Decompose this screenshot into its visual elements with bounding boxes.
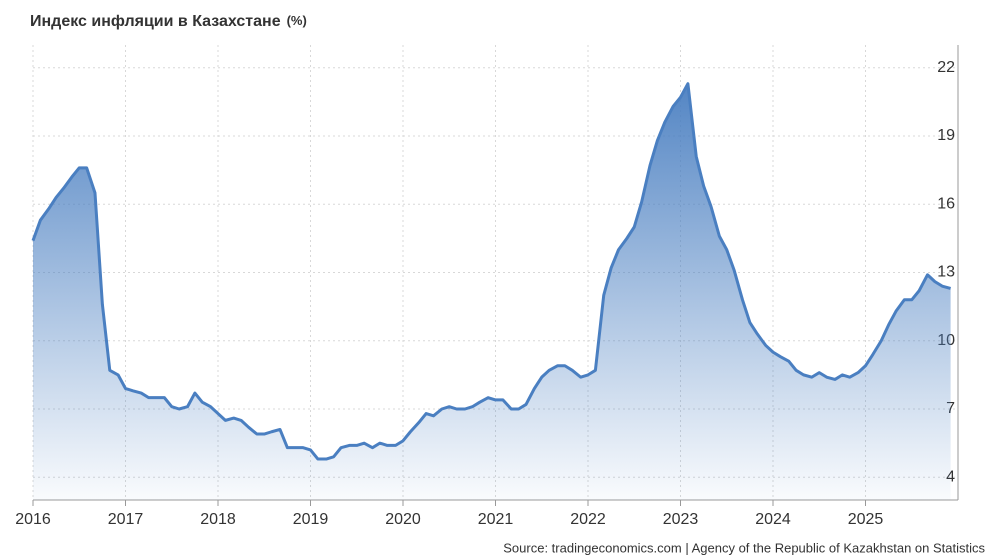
x-tick-label: 2018	[200, 511, 236, 528]
x-tick-label: 2021	[478, 511, 514, 528]
unit: (%)	[287, 13, 307, 28]
y-tick-label: 19	[937, 127, 955, 144]
y-tick-label: 16	[937, 195, 955, 212]
x-tick-label: 2020	[385, 511, 421, 528]
x-tick-label: 2019	[293, 511, 329, 528]
x-tick-label: 2022	[570, 511, 606, 528]
line	[31, 82, 951, 461]
x-tick-label: 2023	[663, 511, 699, 528]
y-tick-label: 13	[937, 264, 955, 281]
source: Source: tradingeconomics.com | Agency of…	[503, 540, 985, 555]
title: Индекс инфляции в Казахстане	[30, 13, 281, 30]
area	[33, 83, 951, 501]
y-tick-label: 22	[937, 59, 955, 76]
chart-title: Индекс инфляции в Казахстане (%)	[30, 13, 307, 30]
x-tick-label: 2016	[15, 511, 51, 528]
x-tick-label: 2024	[755, 511, 791, 528]
x-tick-label: 2025	[848, 511, 884, 528]
x-tick-label: 2017	[108, 511, 144, 528]
